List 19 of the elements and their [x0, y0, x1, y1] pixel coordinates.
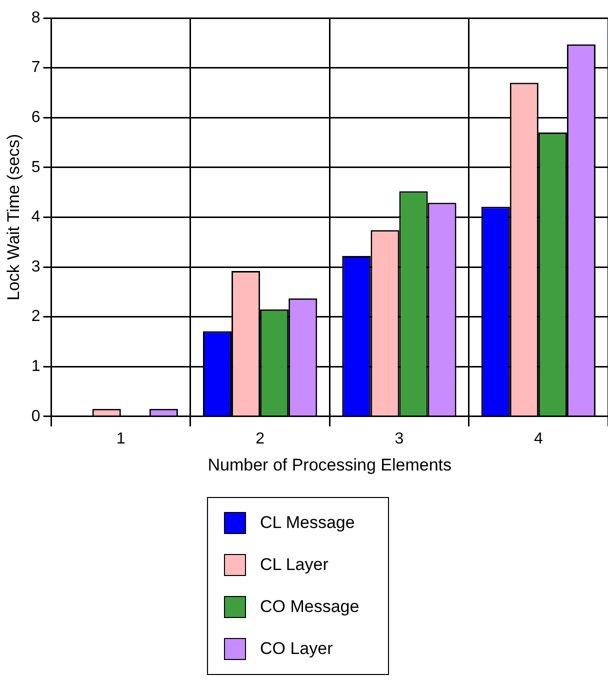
y-tick-label: 8	[31, 9, 40, 26]
y-tick-label: 7	[31, 59, 40, 76]
x-tick-label: 4	[534, 430, 543, 448]
legend-label: CO Message	[260, 597, 360, 617]
y-tick-label: 1	[31, 358, 40, 376]
y-axis-title: Lock Wait Time (secs)	[4, 134, 23, 300]
legend-label: CO Layer	[260, 639, 333, 659]
legend-label: CL Message	[260, 513, 355, 533]
x-tick-label: 3	[394, 430, 404, 448]
x-axis-title: Number of Processing Elements	[208, 455, 452, 474]
y-tick-label: 0	[31, 408, 40, 425]
y-tick-label: 4	[31, 208, 40, 226]
x-tick-label: 2	[256, 430, 265, 448]
y-tick-label: 2	[31, 308, 40, 326]
x-tick-label: 1	[116, 430, 126, 448]
y-tick-label: 5	[31, 158, 40, 176]
y-tick-label: 6	[31, 109, 40, 126]
legend-label: CL Layer	[260, 555, 328, 575]
y-tick-label: 3	[31, 258, 40, 276]
